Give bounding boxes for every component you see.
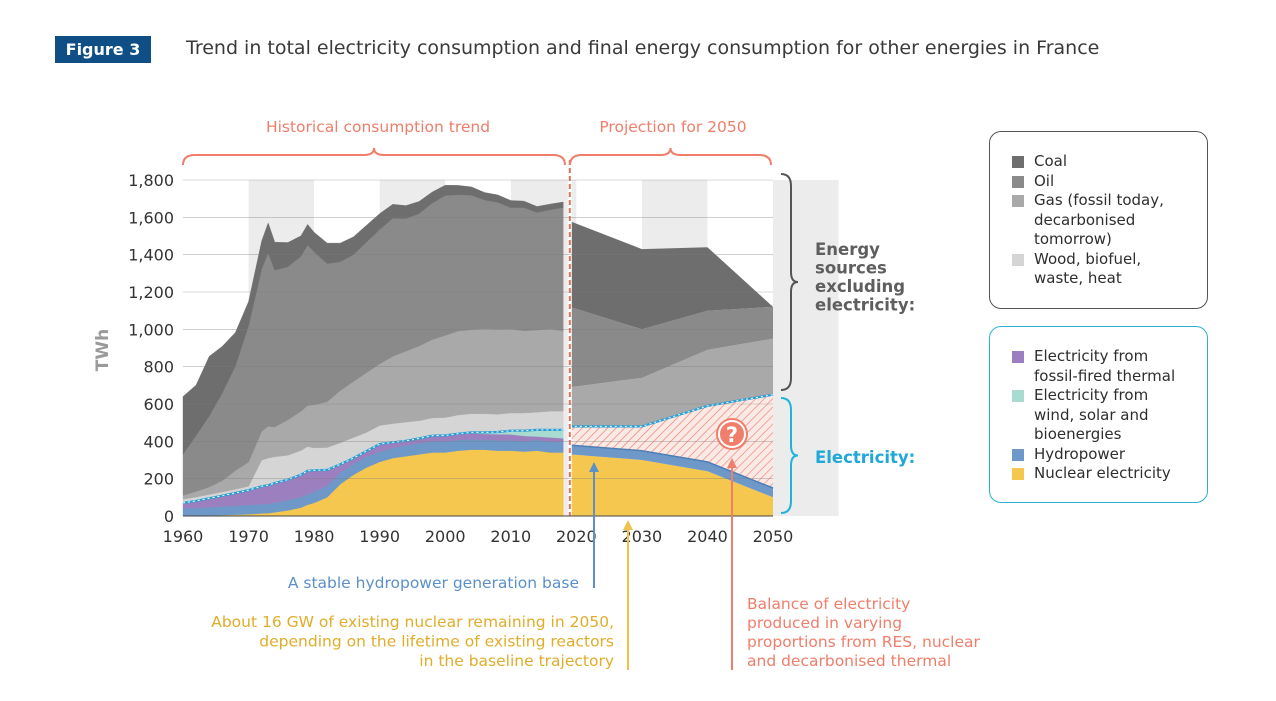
projection-label: Projection for 2050 xyxy=(599,118,746,136)
balance-note: proportions from RES, nuclear xyxy=(747,633,981,651)
y-tick-label: 600 xyxy=(143,395,174,414)
legend-swatch xyxy=(1012,156,1024,168)
nuclear-arrow-head xyxy=(623,520,633,530)
y-axis-label: TWh xyxy=(93,329,113,371)
x-tick-label: 1960 xyxy=(163,527,204,546)
legend-swatch xyxy=(1012,390,1024,402)
historical-brace xyxy=(182,147,566,166)
nuclear-note: depending on the lifetime of existing re… xyxy=(259,633,614,651)
energy-sources-label: excluding xyxy=(815,277,905,296)
projection-area-oil-and-coal xyxy=(569,221,773,330)
projection-brace xyxy=(569,147,772,166)
legend-swatch xyxy=(1012,253,1024,266)
balance-note: Balance of electricity xyxy=(747,595,910,613)
electricity-legend: Electricity from fossil-fired thermal Ele… xyxy=(989,326,1208,503)
legend-swatch xyxy=(1012,351,1024,363)
figure-title: Trend in total electricity consumption a… xyxy=(186,37,1100,59)
energy-sources-label: electricity: xyxy=(815,296,915,315)
y-tick-label: 800 xyxy=(143,358,174,377)
legend-swatch xyxy=(1012,195,1024,207)
x-tick-label: 2030 xyxy=(622,527,663,546)
projection-electricity-line-dots xyxy=(569,394,774,427)
balance-note: produced in varying xyxy=(747,614,902,632)
nuclear-note: About 16 GW of existing nuclear remainin… xyxy=(211,613,614,631)
energy-sources-label: Energy xyxy=(815,240,880,259)
legend-label: Gas (fossil today, decarbonised tomorrow… xyxy=(1034,191,1164,248)
question-mark: ? xyxy=(726,423,738,447)
legend-swatch xyxy=(1012,448,1024,461)
nuclear-note: in the baseline trajectory xyxy=(419,652,614,670)
question-circle xyxy=(716,418,748,450)
x-tick-label: 1970 xyxy=(228,527,269,546)
x-tick-label: 2050 xyxy=(753,527,794,546)
y-tick-label: 1,800 xyxy=(128,171,174,190)
balance-arrow-head xyxy=(727,458,737,468)
energy-sources-label: sources xyxy=(815,259,887,278)
projection-area-wood-biofuel-waste-heat xyxy=(569,338,773,427)
x-tick-label: 2010 xyxy=(490,527,531,546)
electricity-brace xyxy=(780,397,799,514)
question-ring xyxy=(718,420,746,448)
hydro-note: A stable hydropower generation base xyxy=(288,574,579,592)
y-tick-label: 200 xyxy=(143,470,174,489)
legend-label: Coal xyxy=(1034,152,1068,170)
y-tick-label: 0 xyxy=(164,507,174,526)
legend-swatch xyxy=(1012,175,1024,188)
energy-sources-brace xyxy=(780,173,799,391)
legend-label: Oil xyxy=(1034,171,1055,190)
projection-hydro-edge xyxy=(569,444,774,489)
x-tick-label: 1990 xyxy=(359,527,400,546)
legend-label: Nuclear electricity xyxy=(1034,464,1171,482)
legend-label: Electricity from fossil-fired thermal xyxy=(1034,347,1176,385)
projection-area-hydropower xyxy=(569,445,773,498)
x-tick-label: 1980 xyxy=(294,527,335,546)
electricity-label: Electricity: xyxy=(815,448,915,467)
x-tick-label: 2000 xyxy=(425,527,466,546)
balance-note: and decarbonised thermal xyxy=(747,652,951,670)
legend-swatch xyxy=(1012,468,1024,480)
legend-label: Hydropower xyxy=(1034,444,1126,463)
legend-label: Electricity from wind, solar and bioener… xyxy=(1034,386,1149,443)
legend-label: Wood, biofuel, waste, heat xyxy=(1034,249,1142,288)
historical-label: Historical consumption trend xyxy=(266,118,490,136)
projection-area-gas-fossil-today-decarbonised-tomorrow xyxy=(569,306,773,388)
y-tick-label: 400 xyxy=(143,432,174,451)
y-tick-label: 1,000 xyxy=(128,320,174,339)
y-tick-label: 1,600 xyxy=(128,208,174,227)
figure-label: Figure 3 xyxy=(55,36,151,63)
hydro-arrow-head xyxy=(589,462,599,472)
background-band xyxy=(773,180,839,516)
y-tick-label: 1,400 xyxy=(128,246,174,265)
electricity-total-line-dots xyxy=(182,429,564,504)
x-tick-label: 2020 xyxy=(556,527,597,546)
x-tick-label: 2040 xyxy=(687,527,728,546)
y-tick-label: 1,200 xyxy=(128,283,174,302)
projection-area-nuclear-electricity xyxy=(569,454,773,516)
area-coal xyxy=(182,184,564,456)
energy-legend: Coal Oil Gas (fossil today, decarbonised t… xyxy=(989,131,1208,309)
